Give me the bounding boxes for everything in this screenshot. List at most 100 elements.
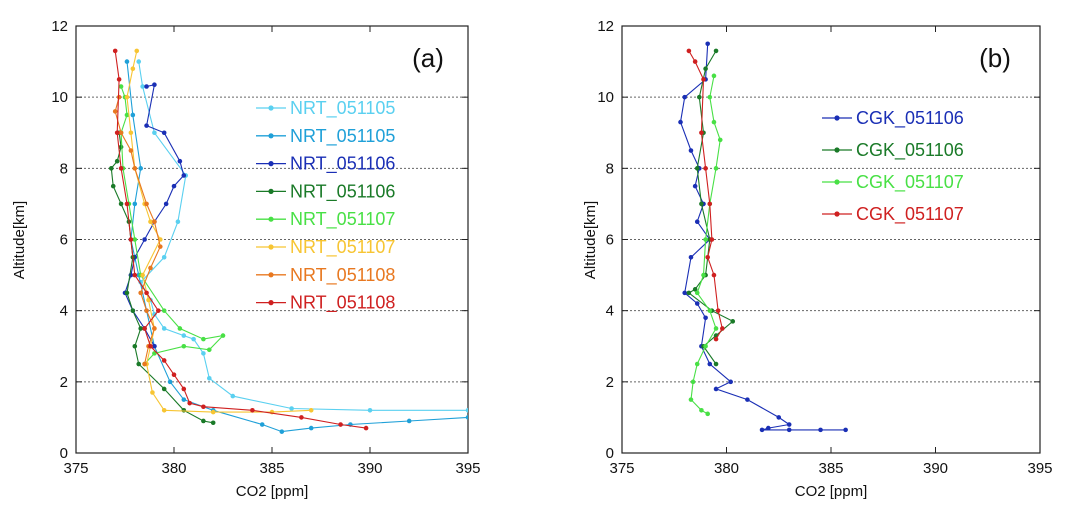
data-point xyxy=(128,130,134,136)
data-point xyxy=(711,272,717,278)
data-point xyxy=(142,361,147,367)
data-point xyxy=(776,415,782,420)
data-point xyxy=(132,272,138,278)
data-point xyxy=(201,404,206,410)
data-point xyxy=(717,137,723,143)
data-point xyxy=(124,112,130,118)
data-point xyxy=(118,84,124,89)
data-point xyxy=(124,290,130,296)
data-point xyxy=(128,237,134,242)
data-point xyxy=(703,343,708,349)
data-point xyxy=(289,406,294,411)
legend-entry-label: NRT_051106 xyxy=(290,154,395,175)
data-point xyxy=(709,237,715,242)
data-point xyxy=(707,361,713,367)
x-axis-label: CO2 [ppm] xyxy=(236,483,309,500)
data-point xyxy=(713,326,719,331)
data-point xyxy=(138,290,143,296)
data-point xyxy=(118,201,124,207)
chart-panel-2: 375 380 385 390 395 0 2 4 6 8 10 12 CO2 [ppm] Altitud… xyxy=(582,18,1053,500)
data-point xyxy=(181,333,187,338)
data-point xyxy=(171,372,177,378)
data-point xyxy=(705,254,710,260)
data-point xyxy=(707,94,713,100)
data-point xyxy=(406,418,412,424)
y-tick-label: 0 xyxy=(60,445,68,462)
data-point xyxy=(148,219,153,225)
data-point xyxy=(703,237,708,242)
data-point xyxy=(201,336,206,342)
plot-area xyxy=(108,48,468,434)
series-line-5 xyxy=(120,86,225,365)
data-point xyxy=(161,254,167,260)
series-line-4 xyxy=(110,132,214,424)
legend-swatch-marker xyxy=(268,300,274,306)
data-point xyxy=(713,48,719,54)
legend-swatch-marker xyxy=(268,244,274,250)
data-point xyxy=(181,397,187,402)
legend-swatch-marker xyxy=(268,216,274,222)
data-point xyxy=(114,158,120,164)
x-tick-label: 375 xyxy=(63,460,88,477)
data-point xyxy=(124,94,130,100)
panel-label: (b) xyxy=(979,43,1011,73)
legend-swatch-marker xyxy=(268,272,274,278)
y-tick-label: 0 xyxy=(606,445,614,462)
data-point xyxy=(711,119,717,125)
y-tick-label: 6 xyxy=(60,232,68,249)
data-point xyxy=(201,351,206,356)
data-point xyxy=(130,66,136,71)
data-point xyxy=(705,411,710,417)
data-point xyxy=(250,408,255,413)
data-point xyxy=(152,311,157,317)
data-point xyxy=(692,183,698,189)
data-point xyxy=(701,77,706,82)
legend-entry-label: NRT_051105 xyxy=(290,98,395,119)
legend-swatch-marker xyxy=(268,133,274,139)
plot-area xyxy=(678,41,848,433)
data-point xyxy=(144,201,149,207)
data-point xyxy=(124,201,130,207)
data-point xyxy=(697,94,702,100)
data-point xyxy=(152,343,157,349)
data-point xyxy=(299,415,304,420)
y-tick-label: 12 xyxy=(597,18,614,35)
y-tick-label: 6 xyxy=(606,232,614,249)
y-tick-label: 12 xyxy=(51,18,68,35)
y-tick-label: 2 xyxy=(60,374,68,391)
data-point xyxy=(308,425,314,431)
data-point xyxy=(465,415,468,420)
series-line-1 xyxy=(679,43,846,431)
data-point xyxy=(142,326,147,331)
data-point xyxy=(161,386,167,392)
y-tick-label: 4 xyxy=(606,303,614,320)
legend-swatch-marker xyxy=(834,115,840,121)
data-point xyxy=(206,347,212,353)
data-point xyxy=(118,166,124,171)
data-point xyxy=(130,308,136,313)
data-point xyxy=(152,326,157,331)
data-point xyxy=(701,272,706,278)
legend-swatch-marker xyxy=(268,188,274,194)
data-point xyxy=(705,41,710,47)
data-point xyxy=(132,166,138,171)
data-point xyxy=(682,94,687,100)
series-line-1 xyxy=(138,61,468,411)
y-tick-label: 4 xyxy=(60,303,68,320)
data-point xyxy=(699,201,704,207)
data-point xyxy=(136,361,142,367)
data-point xyxy=(694,301,700,306)
data-point xyxy=(156,308,161,313)
data-point xyxy=(116,77,122,82)
data-point xyxy=(124,59,130,64)
data-point xyxy=(686,48,692,54)
data-point xyxy=(134,48,140,54)
legend-swatch-marker xyxy=(268,161,274,167)
y-tick-label: 10 xyxy=(597,89,614,106)
data-point xyxy=(699,408,704,413)
data-point xyxy=(161,308,167,313)
data-point xyxy=(132,343,138,349)
x-tick-label: 395 xyxy=(455,460,480,477)
data-point xyxy=(220,333,226,338)
